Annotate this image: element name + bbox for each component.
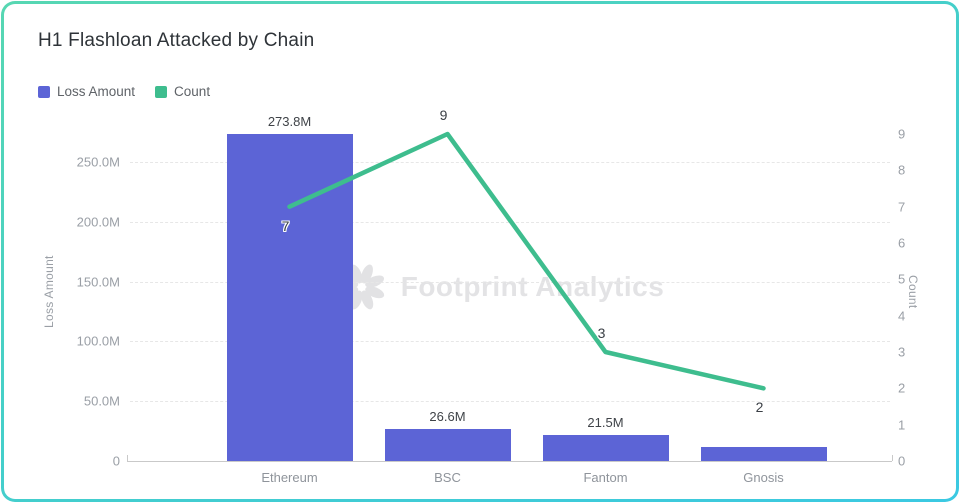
- count-line[interactable]: [287, 131, 766, 391]
- y-tick-right: 1: [898, 417, 906, 433]
- y-tick-right: 0: [898, 453, 906, 469]
- left-axis-title: Loss Amount: [42, 255, 56, 329]
- bar-fantom[interactable]: [542, 435, 669, 461]
- bar-bsc[interactable]: [384, 429, 511, 461]
- x-label-fantom: Fantom: [583, 470, 628, 485]
- x-label-ethereum: Ethereum: [261, 470, 318, 485]
- right-axis-title: Count: [906, 275, 920, 309]
- legend-swatch: [38, 85, 50, 98]
- y-tick-right: 5: [898, 271, 906, 287]
- y-tick-left: 250.0M: [76, 154, 120, 170]
- legend-item-count[interactable]: Count: [155, 84, 210, 99]
- gridline: [130, 162, 890, 163]
- line-value-label-bsc: 9: [439, 107, 448, 123]
- y-tick-left: 0: [112, 453, 120, 469]
- y-tick-left: 150.0M: [76, 274, 120, 290]
- legend-label: Loss Amount: [57, 84, 136, 99]
- gridline: [130, 281, 890, 283]
- x-axis-line: [127, 461, 892, 462]
- x-label-gnosis: Gnosis: [743, 470, 784, 485]
- x-axis-end-tick: [127, 455, 128, 461]
- legend-item-loss-amount[interactable]: Loss Amount: [38, 84, 135, 99]
- gridline: [130, 341, 890, 343]
- y-tick-left: 200.0M: [76, 214, 120, 230]
- y-tick-right: 8: [898, 162, 906, 178]
- y-tick-right: 4: [898, 308, 906, 324]
- legend: Loss Amount Count: [38, 84, 210, 99]
- gridline: [130, 401, 890, 403]
- bar-value-label-ethereum: 273.8M: [267, 113, 312, 129]
- chart-title: H1 Flashloan Attacked by Chain: [38, 30, 315, 51]
- bar-value-label-fantom: 21.5M: [587, 415, 624, 431]
- y-tick-right: 7: [898, 199, 906, 215]
- legend-swatch: [155, 85, 168, 98]
- bar-ethereum[interactable]: [226, 133, 353, 461]
- y-tick-right: 9: [898, 126, 906, 142]
- legend-label: Count: [174, 84, 211, 99]
- x-label-bsc: BSC: [434, 470, 461, 485]
- watermark: Footprint Analytics: [336, 261, 665, 313]
- y-tick-right: 6: [898, 235, 906, 251]
- y-tick-right: 2: [898, 380, 906, 396]
- line-value-label-gnosis: 2: [755, 399, 764, 416]
- y-tick-left: 100.0M: [76, 333, 120, 349]
- line-value-label-fantom: 3: [597, 325, 606, 341]
- bar-gnosis[interactable]: [700, 447, 827, 461]
- bar-value-label-bsc: 26.6M: [429, 409, 466, 425]
- y-tick-left: 50.0M: [83, 393, 120, 409]
- watermark-text: Footprint Analytics: [400, 271, 665, 302]
- x-axis-end-tick: [892, 455, 893, 461]
- line-value-label-ethereum: 7: [281, 217, 290, 234]
- y-tick-right: 3: [898, 344, 906, 360]
